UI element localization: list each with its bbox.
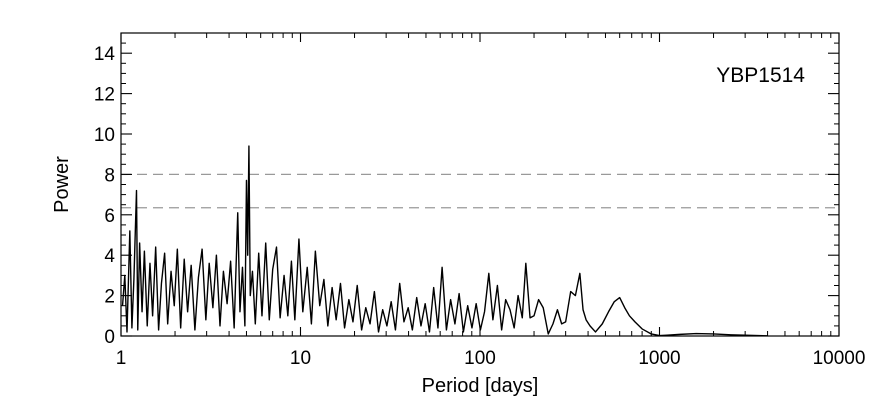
y-tick-label: 4 — [104, 246, 115, 267]
y-tick-label: 14 — [94, 44, 116, 65]
y-tick-label: 6 — [104, 206, 115, 227]
star-name-annotation: YBP1514 — [716, 64, 805, 87]
y-tick-label: 0 — [104, 327, 115, 348]
y-tick-label: 10 — [94, 125, 115, 146]
y-tick-label: 2 — [104, 287, 115, 308]
y-tick-label: 8 — [104, 165, 115, 186]
series-layer — [121, 145, 768, 337]
reference-lines — [121, 173, 839, 209]
y-tick-labels: 0 2 4 6 8 10 12 14 — [94, 44, 116, 348]
x-axis-label: Period [days] — [422, 375, 539, 397]
power-series-line — [121, 145, 768, 337]
y-axis-label: Power — [51, 156, 73, 213]
x-tick-label: 10000 — [813, 348, 866, 369]
x-tick-label: 1 — [116, 348, 127, 369]
x-tick-label: 10 — [290, 348, 311, 369]
x-tick-label: 100 — [464, 348, 496, 369]
axis-ticks — [120, 32, 840, 337]
x-tick-labels: 1 10 100 1000 10000 — [116, 348, 866, 369]
x-tick-label: 1000 — [638, 348, 680, 369]
y-tick-label: 12 — [94, 85, 115, 106]
